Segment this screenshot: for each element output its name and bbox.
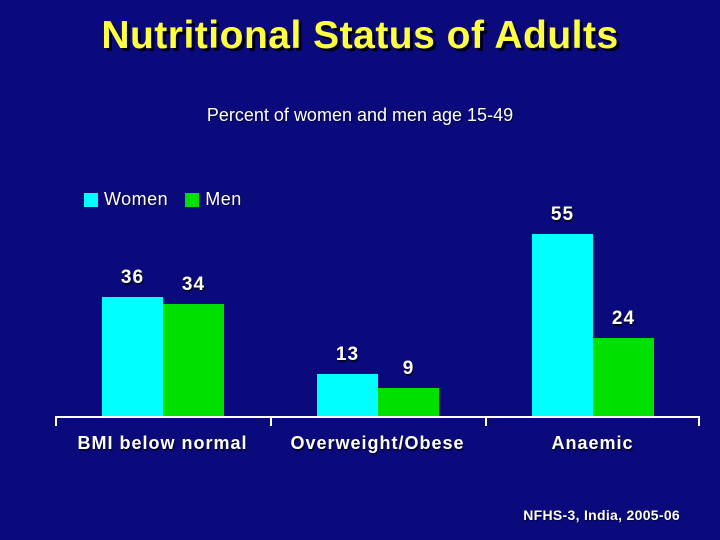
value-label-women-overweight-obese: 13 (335, 344, 360, 365)
bar-men-bmi-below-normal (163, 304, 224, 418)
x-axis-tick (55, 418, 57, 426)
bar-men-anaemic (593, 338, 654, 418)
x-axis-tick (270, 418, 272, 426)
legend-label-women: Women (104, 189, 169, 209)
value-label-women-bmi-below-normal: 36 (120, 267, 145, 288)
category-label-overweight-obese: Overweight/Obese (290, 433, 465, 453)
bar-women-anaemic (532, 234, 593, 418)
x-axis-tick (698, 418, 700, 426)
x-axis-line (55, 416, 700, 418)
chart-subtitle: Percent of women and men age 15-49 (206, 105, 514, 125)
legend-label-men: Men (205, 189, 242, 209)
value-label-men-overweight-obese: 9 (402, 358, 415, 379)
category-label-anaemic: Anaemic (551, 433, 634, 453)
value-label-men-anaemic: 24 (611, 308, 636, 329)
value-label-men-bmi-below-normal: 34 (181, 274, 206, 295)
value-label-women-anaemic: 55 (550, 204, 575, 225)
bar-chart: 36 34 BMI below normal 13 9 Overweight/Obese 5… (55, 205, 700, 453)
category-label-bmi-below-normal: BMI below normal (77, 433, 248, 453)
legend-swatch-women (84, 192, 98, 207)
legend: Women Men (84, 189, 242, 210)
legend-swatch-men (185, 192, 200, 207)
x-axis-tick (485, 418, 487, 426)
source-note: NFHS-3, India, 2005-06 (523, 507, 680, 523)
bar-women-overweight-obese (317, 374, 378, 418)
bar-women-bmi-below-normal (102, 297, 163, 418)
page-title: Nutritional Status of Adults (101, 14, 619, 57)
bar-men-overweight-obese (378, 388, 439, 418)
